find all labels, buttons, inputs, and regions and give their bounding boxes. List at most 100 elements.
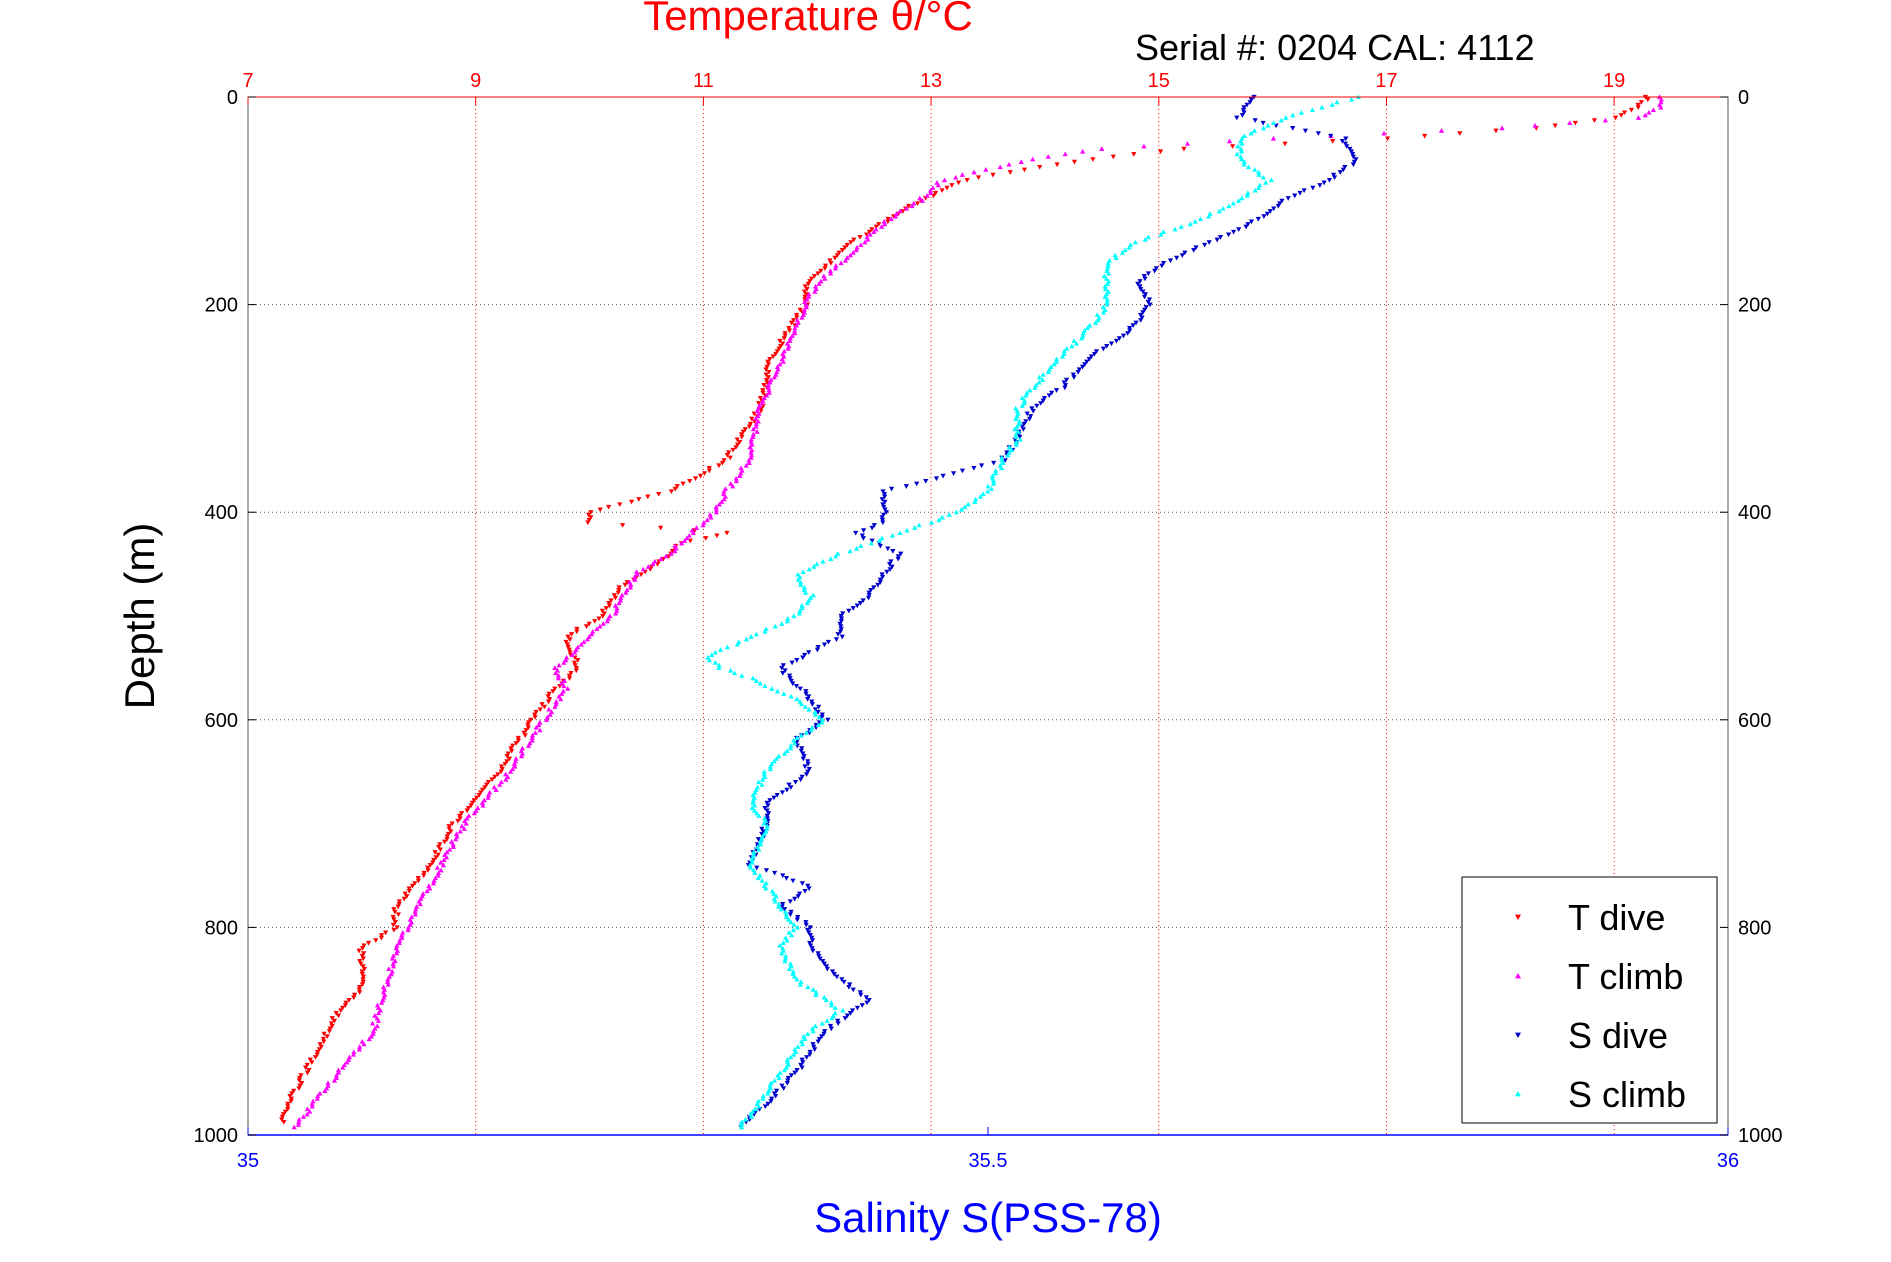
data-point-s-dive (1347, 146, 1353, 152)
data-point-s-dive (1084, 359, 1090, 365)
data-point-t-climb (971, 169, 977, 175)
data-point-t-climb (753, 416, 759, 421)
data-point-t-climb (309, 1101, 315, 1106)
data-point-s-dive (1248, 97, 1255, 103)
data-point-s-dive (807, 1052, 813, 1058)
data-point-t-dive (672, 486, 678, 492)
data-point-t-dive (331, 1018, 338, 1024)
data-point-t-climb (430, 880, 437, 886)
data-point-t-dive (285, 1101, 291, 1107)
data-point-s-climb (1053, 356, 1060, 362)
data-point-t-dive (1037, 164, 1043, 170)
data-point-s-climb (755, 779, 762, 785)
data-point-t-climb (713, 504, 719, 510)
data-point-t-climb (614, 605, 620, 611)
data-point-s-dive (806, 930, 812, 936)
data-point-s-dive (802, 764, 808, 770)
data-point-t-climb (865, 237, 871, 242)
data-point-t-climb (983, 167, 989, 172)
data-point-s-climb (748, 634, 754, 639)
data-point-s-climb (1256, 169, 1262, 175)
data-point-t-climb (379, 1000, 385, 1005)
data-point-t-climb (748, 452, 755, 458)
data-point-s-dive (1116, 336, 1122, 341)
data-point-s-climb (1234, 151, 1240, 157)
data-point-t-climb (754, 408, 760, 414)
data-point-s-dive (812, 1047, 818, 1052)
data-point-s-climb (812, 709, 818, 715)
data-point-t-climb (594, 626, 600, 632)
data-point-s-dive (888, 559, 894, 565)
data-point-s-climb (1000, 460, 1006, 465)
data-point-t-climb (322, 1088, 328, 1093)
data-point-t-climb (370, 1031, 376, 1036)
data-point-s-dive (1070, 372, 1076, 378)
data-point-t-climb (704, 517, 710, 523)
data-point-t-climb (628, 582, 634, 587)
data-point-s-climb (1080, 330, 1086, 336)
data-point-t-dive (321, 1031, 327, 1037)
data-point-s-dive (816, 953, 822, 959)
data-point-s-dive (1275, 203, 1281, 209)
data-point-t-climb (333, 1072, 340, 1078)
data-point-t-climb (623, 590, 629, 595)
data-point-t-dive (465, 805, 472, 811)
data-point-t-dive (309, 1060, 315, 1065)
data-point-t-climb (1226, 138, 1233, 144)
data-point-s-dive (895, 556, 901, 562)
data-point-t-dive (471, 798, 477, 803)
data-point-s-dive (1261, 214, 1267, 219)
y-tick-label: 200 (205, 295, 238, 317)
data-point-s-dive (895, 554, 901, 559)
data-point-s-dive (950, 471, 957, 476)
data-point-s-dive (1193, 245, 1199, 251)
data-point-t-climb (719, 499, 725, 504)
data-point-t-dive (616, 585, 622, 591)
data-point-t-climb (804, 296, 810, 302)
data-point-s-climb (1239, 195, 1245, 201)
data-point-t-climb (556, 662, 562, 668)
data-point-t-dive (437, 842, 443, 847)
data-point-t-dive (489, 777, 495, 783)
data-point-t-climb (663, 553, 669, 559)
data-point-s-climb (706, 657, 713, 663)
data-point-s-dive (809, 946, 815, 951)
data-point-s-dive (805, 759, 811, 764)
data-point-s-climb (780, 945, 786, 951)
data-point-t-dive (333, 1010, 339, 1016)
data-point-s-dive (835, 1021, 841, 1027)
data-point-s-climb (828, 1000, 834, 1005)
data-point-s-climb (760, 776, 766, 782)
data-point-t-dive (794, 312, 800, 318)
data-point-t-climb (435, 870, 442, 875)
data-point-s-dive (846, 608, 852, 614)
data-point-t-climb (1030, 156, 1036, 162)
data-point-s-climb (1334, 99, 1340, 105)
data-point-t-climb (733, 478, 740, 484)
data-point-t-dive (767, 357, 773, 362)
data-point-s-climb (962, 504, 968, 510)
data-point-t-climb (369, 1020, 376, 1026)
data-point-s-climb (1142, 237, 1148, 242)
data-point-s-dive (1297, 190, 1303, 196)
data-point-s-climb (788, 743, 794, 748)
data-point-s-dive (831, 972, 837, 977)
data-point-s-dive (868, 587, 874, 593)
data-point-s-dive (834, 974, 840, 980)
data-point-s-climb (989, 473, 996, 478)
data-point-t-climb (1045, 154, 1051, 159)
data-point-s-climb (749, 859, 755, 865)
data-point-t-dive (448, 829, 454, 834)
data-point-s-climb (786, 929, 792, 935)
data-point-t-dive (585, 512, 592, 518)
data-point-s-dive (1021, 421, 1027, 427)
data-point-t-dive (563, 639, 569, 645)
data-point-s-dive (802, 652, 808, 658)
data-point-t-dive (797, 307, 803, 313)
data-point-t-climb (438, 867, 444, 873)
data-point-s-climb (798, 979, 804, 984)
data-point-t-climb (850, 250, 856, 255)
data-point-t-climb (307, 1109, 313, 1114)
data-point-s-dive (759, 831, 765, 837)
data-point-s-dive (799, 746, 805, 751)
